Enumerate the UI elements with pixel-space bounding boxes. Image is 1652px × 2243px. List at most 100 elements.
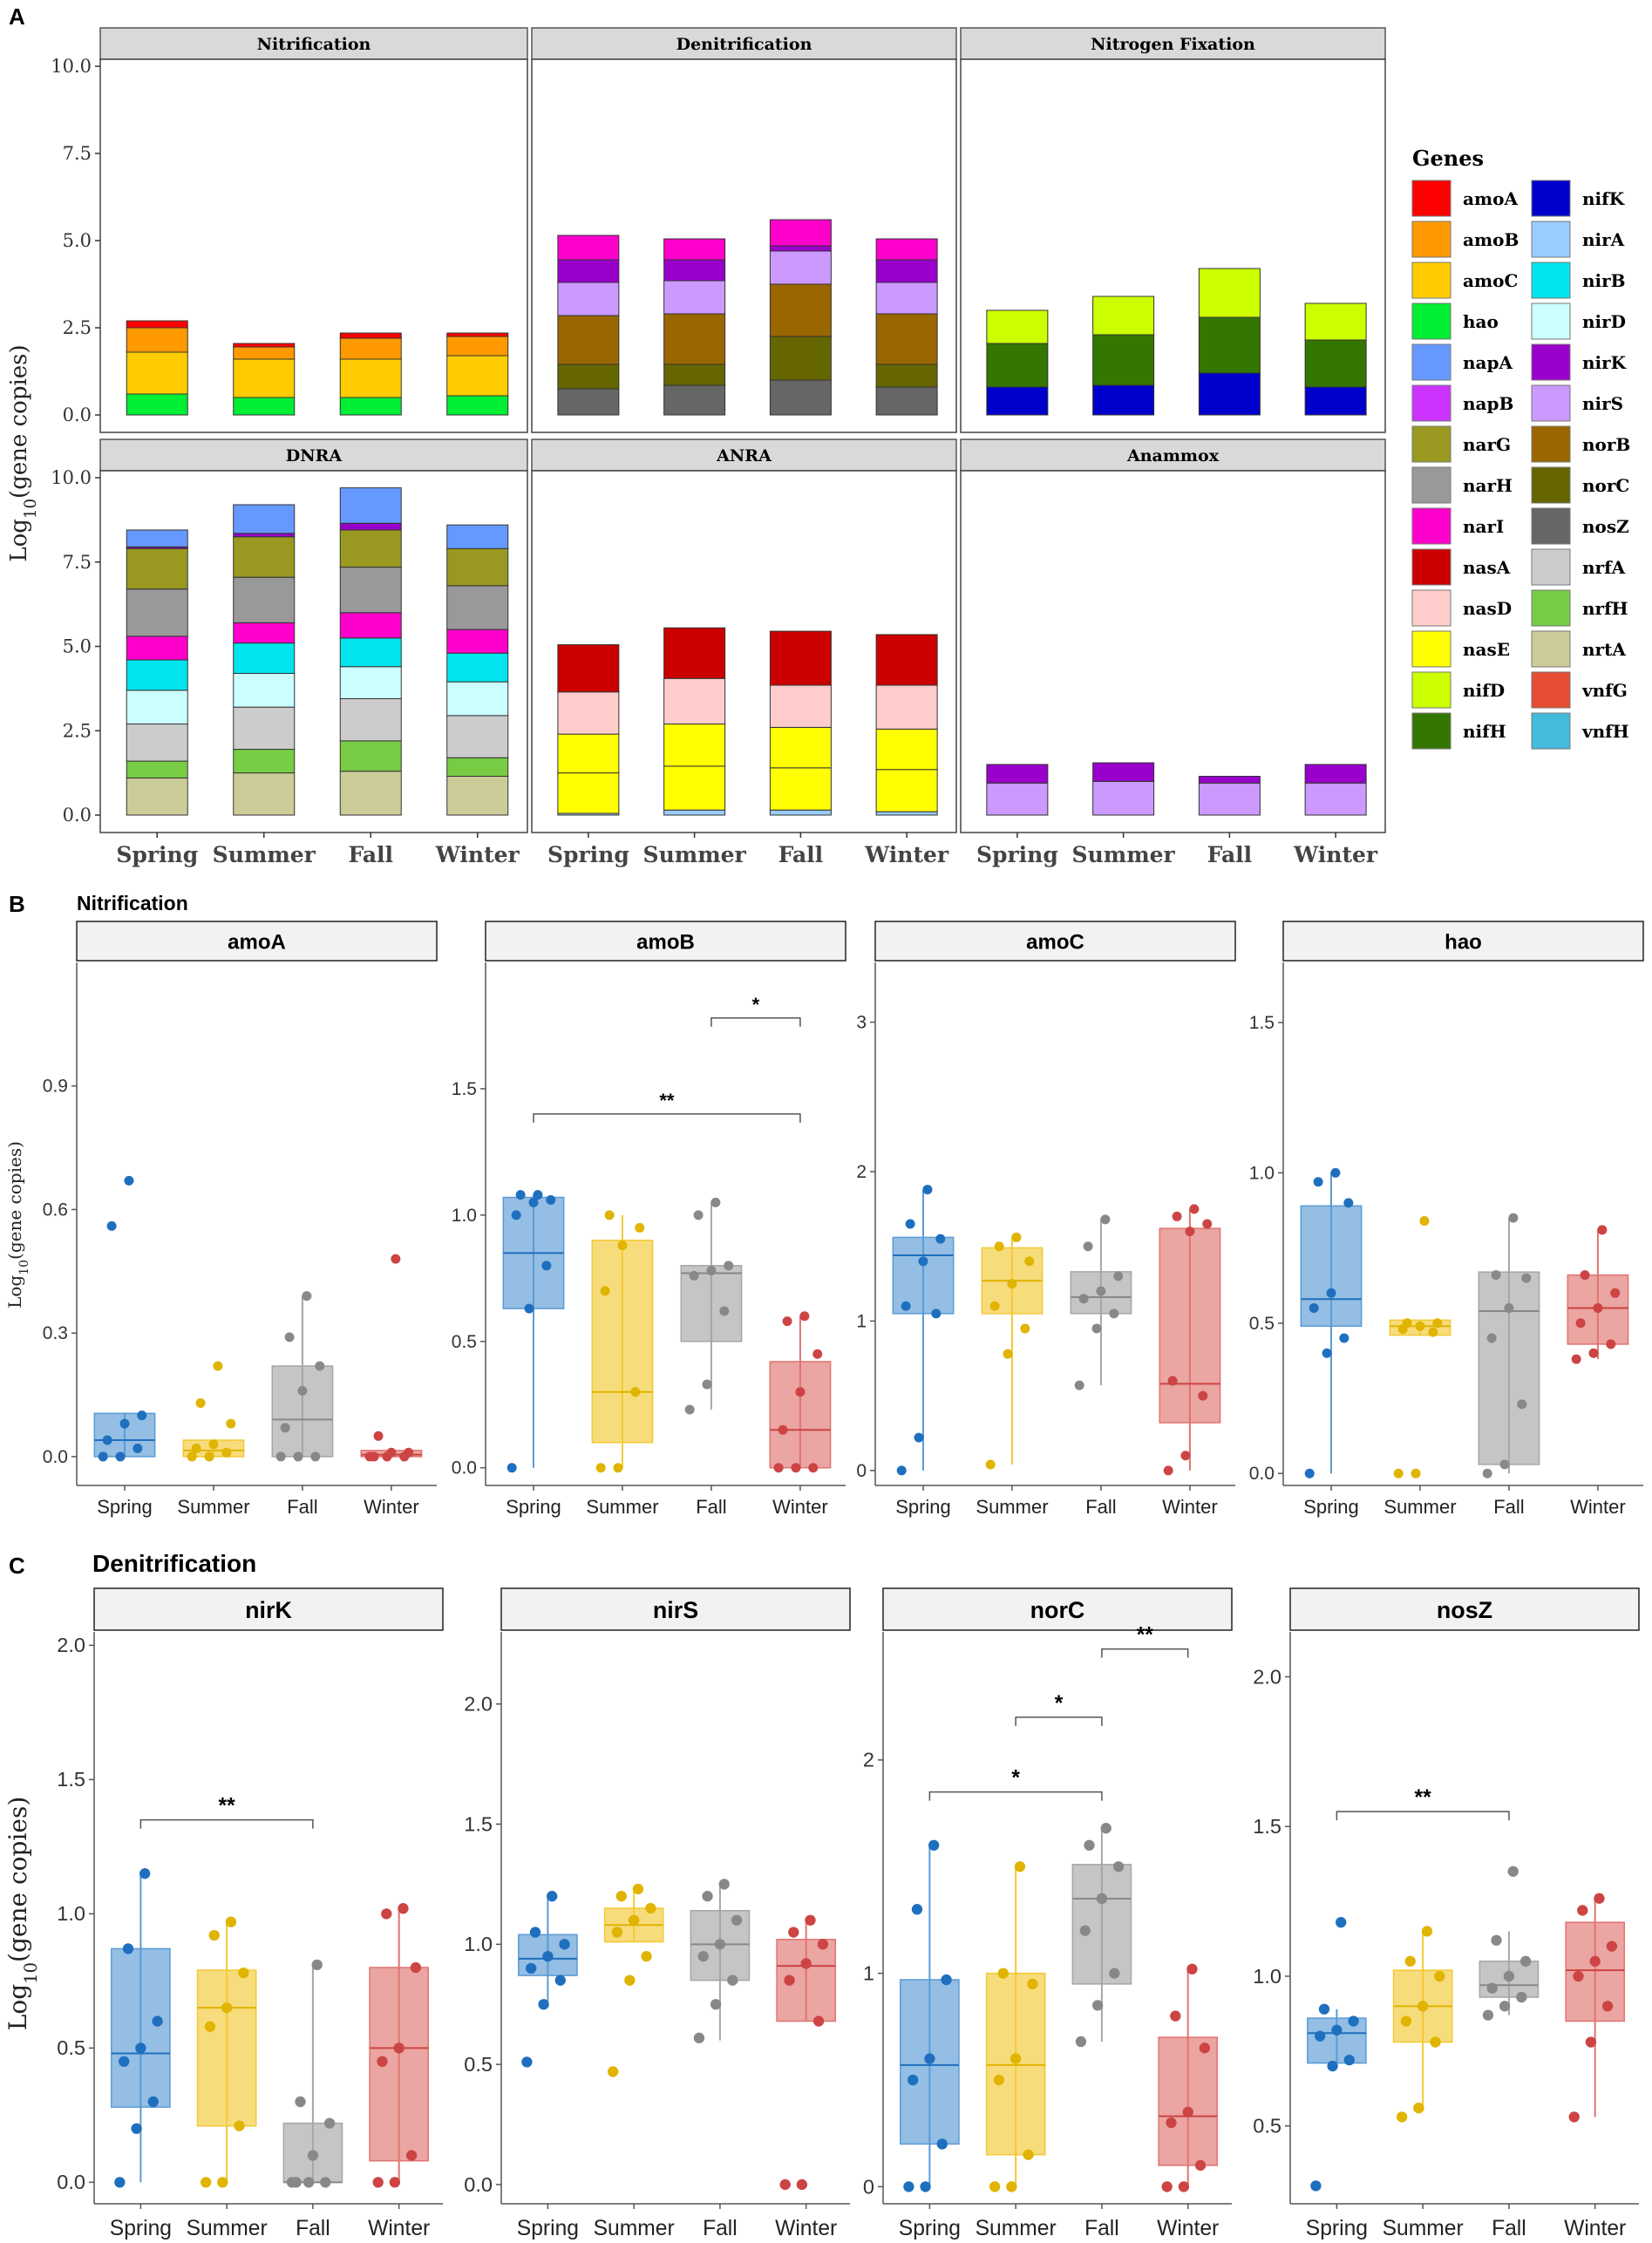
point-hao-summer [1415, 1321, 1425, 1331]
point-hao-summer [1419, 1216, 1430, 1227]
section-title-denitrification: Denitrification [92, 1550, 256, 1577]
x-tick-label-spring: Spring [97, 1496, 153, 1518]
y-tick-label: 0.6 [43, 1200, 68, 1220]
x-tick-label-winter: Winter [1293, 842, 1378, 867]
point-norc-summer [1027, 1978, 1038, 1990]
point-nirs-winter [800, 1958, 812, 1969]
box-norc-fall [1071, 1864, 1132, 1985]
x-tick-label-fall: Fall [1084, 2217, 1119, 2240]
legend-swatch-nrfH [1531, 589, 1571, 627]
bar-segment-anra-spring-nasD [557, 691, 620, 735]
bar-segment-nitrogen-fixation-fall-nifD [1198, 268, 1261, 318]
point-norc-winter [1178, 2181, 1190, 2192]
point-nosz-spring [1315, 2030, 1326, 2042]
y-tick-label: 2.0 [1253, 1665, 1281, 1688]
point-nirs-winter [784, 1975, 795, 1986]
significance-bracket-norc [928, 1791, 1103, 1801]
facet-title-nirk: nirK [245, 1597, 292, 1623]
box-amoc-winter [1159, 1227, 1221, 1424]
point-nirk-summer [238, 1967, 249, 1979]
x-tick-label-summer: Summer [976, 2217, 1057, 2240]
bar-segment-dnra-spring-nrtA [126, 777, 188, 816]
facet-title-hao: hao [1445, 931, 1482, 955]
legend-label-narG: narG [1463, 434, 1511, 455]
bar-segment-anra-summer-nirA [663, 809, 726, 816]
point-norc-summer [993, 2074, 1005, 2086]
bar-segment-nitrogen-fixation-spring-nifD [986, 309, 1049, 344]
bar-segment-anra-winter-nasE [875, 728, 938, 771]
point-amoc-spring [901, 1301, 911, 1311]
legend-label-narH: narH [1463, 475, 1513, 496]
point-norc-winter [1182, 2106, 1193, 2117]
point-nosz-spring [1327, 2060, 1338, 2072]
point-hao-spring [1326, 1288, 1336, 1298]
point-hao-winter [1575, 1318, 1586, 1329]
point-nirk-fall [295, 2096, 306, 2108]
point-hao-fall [1486, 1333, 1497, 1343]
point-amob-summer [595, 1463, 606, 1473]
bar-segment-nitrogen-fixation-winter-nifH [1304, 339, 1367, 388]
point-nirs-spring [521, 2056, 533, 2068]
facet-strip-nirs [500, 1587, 851, 1631]
bar-segment-dnra-spring-napA [126, 529, 188, 547]
legend-label-nirD: nirD [1582, 311, 1626, 332]
point-amoa-spring [119, 1418, 130, 1429]
x-tick-label-spring: Spring [517, 2217, 579, 2240]
legend-swatch-nirA [1531, 221, 1571, 258]
bar-segment-dnra-summer-narG [233, 536, 296, 578]
x-tick-label-summer: Summer [213, 842, 316, 867]
x-tick-label-summer: Summer [586, 1496, 658, 1518]
x-tick-label-summer: Summer [594, 2217, 675, 2240]
bar-segment-nitrogen-fixation-fall-nifK [1198, 372, 1261, 416]
point-nosz-summer [1434, 1970, 1445, 1982]
point-norc-winter [1194, 2159, 1207, 2172]
point-amoa-fall [275, 1451, 286, 1462]
legend-swatch-nasD [1411, 589, 1451, 627]
point-nirs-summer [628, 1914, 640, 1926]
point-norc-fall [1096, 1893, 1108, 1905]
significance-label-nosz: ** [1415, 1786, 1432, 1810]
point-hao-fall [1508, 1213, 1519, 1223]
legend-label-nrfA: nrfA [1582, 557, 1626, 578]
bar-segment-anra-spring-nasA [557, 644, 620, 693]
point-nirk-winter [405, 2150, 418, 2161]
point-amoc-winter [1167, 1376, 1178, 1386]
point-amoa-fall [310, 1451, 321, 1462]
y-tick-label: 0.5 [1249, 1314, 1275, 1334]
point-hao-fall [1499, 1459, 1510, 1470]
point-nirs-fall [731, 1914, 743, 1926]
facet-strip-amoc [874, 921, 1236, 962]
y-tick-label: 2.5 [63, 720, 92, 741]
point-nirs-fall [702, 1891, 713, 1902]
point-amob-summer [617, 1240, 628, 1251]
bar-segment-denitrification-fall-norB [769, 283, 832, 337]
significance-label-nirk: ** [219, 1795, 236, 1818]
point-norc-fall [1091, 2000, 1104, 2011]
significance-bracket-norc [1101, 1648, 1189, 1658]
x-tick-label-winter: Winter [1564, 2217, 1626, 2240]
legend-swatch-nifD [1411, 671, 1451, 709]
point-amoc-fall [1100, 1214, 1111, 1225]
bar-segment-anra-winter-nasA [875, 634, 938, 686]
point-nosz-spring [1310, 2180, 1322, 2192]
bar-segment-nitrogen-fixation-winter-nifK [1304, 386, 1367, 416]
point-norc-winter [1170, 2010, 1181, 2022]
point-nosz-spring [1336, 1916, 1347, 1928]
bar-segment-anra-summer-nasD [663, 677, 726, 725]
point-nirs-summer [624, 1975, 636, 1986]
point-amob-fall [689, 1270, 699, 1281]
bar-segment-anra-winter-nasD [875, 684, 938, 730]
point-amob-spring [533, 1190, 543, 1200]
point-amoc-winter [1189, 1204, 1200, 1214]
facet-strip-norc [882, 1587, 1233, 1631]
point-norc-spring [924, 2053, 935, 2064]
box-norc-winter [1158, 2036, 1219, 2166]
bar-segment-dnra-spring-nrfA [126, 724, 188, 762]
x-tick-label-spring: Spring [116, 842, 198, 867]
facet-title-nitrification: Nitrification [257, 35, 371, 54]
bar-segment-dnra-winter-nirB [446, 652, 509, 683]
bar-segment-nitrification-fall-amoB [339, 337, 402, 360]
point-amoa-winter [386, 1447, 397, 1458]
facet-strip-anammox [960, 438, 1386, 472]
point-amoa-spring [102, 1435, 112, 1445]
